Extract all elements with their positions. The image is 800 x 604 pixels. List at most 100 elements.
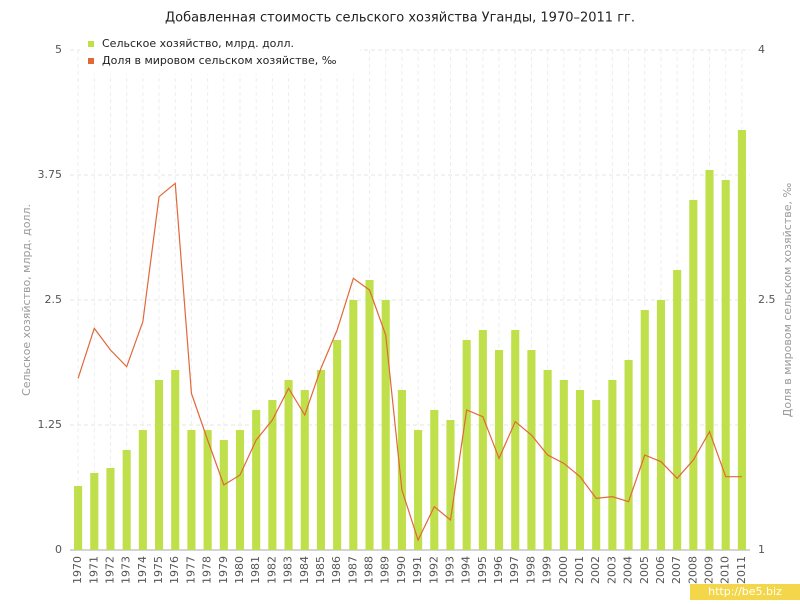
bar (656, 300, 665, 550)
y2-tick-label: 4 (758, 43, 765, 56)
x-tick-label: 1996 (492, 556, 505, 584)
x-tick-label: 2011 (735, 556, 748, 584)
bar (543, 370, 552, 550)
x-tick-label: 1993 (443, 556, 456, 584)
legend-label: Сельское хозяйство, млрд. долл. (102, 37, 294, 50)
x-tick-label: 2005 (638, 556, 651, 584)
x-tick-label: 2001 (573, 556, 586, 584)
x-tick-label: 2006 (654, 556, 667, 584)
x-tick-label: 1985 (314, 556, 327, 584)
x-tick-label: 1975 (152, 556, 165, 584)
x-tick-label: 2008 (686, 556, 699, 584)
bar (381, 300, 390, 550)
y2-axis-label: Доля в мировом сельском хозяйстве, ‰ (781, 183, 794, 418)
legend-box (80, 36, 360, 74)
x-tick-label: 1995 (476, 556, 489, 584)
watermark-box (690, 584, 800, 600)
watermark: http://be5.biz (708, 585, 782, 598)
bar (511, 330, 520, 550)
x-tick-label: 1999 (541, 556, 554, 584)
x-tick-label: 1984 (298, 556, 311, 584)
x-tick-label: 1983 (282, 556, 295, 584)
bar (673, 270, 682, 550)
x-tick-label: 2007 (670, 556, 683, 584)
x-tick-label: 1978 (201, 556, 214, 584)
bar (737, 130, 746, 550)
x-tick-label: 1976 (168, 556, 181, 584)
bar (349, 300, 358, 550)
x-tick-label: 1997 (508, 556, 521, 584)
y2-tick-label: 1 (758, 543, 765, 556)
bar (106, 468, 115, 550)
bar (138, 430, 147, 550)
bar (74, 486, 83, 550)
line (77, 182, 742, 542)
x-tick-label: 1971 (87, 556, 100, 584)
bar (705, 170, 714, 550)
bar (462, 340, 471, 550)
chart-title: Добавленная стоимость сельского хозяйств… (165, 11, 635, 26)
x-tick-label: 1992 (427, 556, 440, 584)
bar (90, 473, 99, 550)
bar (333, 340, 342, 550)
bar (365, 280, 374, 550)
bar (300, 390, 309, 550)
x-tick-label: 2003 (605, 556, 618, 584)
y2-tick-label: 2.5 (758, 293, 776, 306)
bar (235, 430, 245, 550)
bar (219, 440, 228, 550)
x-tick-label: 1982 (265, 556, 278, 584)
y-axis-label: Сельское хозяйство, млрд. долл. (20, 204, 33, 396)
bar (527, 350, 536, 550)
x-tick-label: 2009 (703, 556, 716, 584)
x-tick-label: 1973 (120, 556, 133, 584)
bar (414, 430, 423, 550)
x-tick-label: 1987 (346, 556, 359, 584)
x-tick-label: 2010 (719, 556, 732, 584)
y-tick-label: 5 (55, 43, 62, 56)
bar (559, 380, 568, 550)
bar (721, 180, 730, 550)
bar (268, 400, 277, 550)
bar (397, 390, 406, 550)
y-tick-label: 2.5 (45, 293, 63, 306)
bar (430, 410, 439, 550)
x-tick-label: 1998 (524, 556, 537, 584)
bar (624, 360, 633, 550)
y-tick-label: 3.75 (38, 168, 63, 181)
bar (155, 380, 164, 550)
x-tick-label: 2002 (589, 556, 602, 584)
y-tick-label: 0 (55, 543, 62, 556)
x-tick-label: 1970 (71, 556, 84, 584)
bar (689, 200, 698, 550)
bar (495, 350, 504, 550)
x-tick-label: 1980 (233, 556, 246, 584)
bar (252, 410, 261, 550)
bar (575, 390, 585, 550)
bar (478, 330, 487, 550)
bar (122, 450, 131, 550)
bar (446, 420, 455, 550)
x-tick-label: 1988 (363, 556, 376, 584)
legend-swatch (88, 58, 94, 64)
x-tick-label: 1979 (217, 556, 230, 584)
legend-swatch (88, 41, 94, 47)
bar (592, 400, 601, 550)
x-tick-label: 1972 (103, 556, 116, 584)
bar (284, 380, 293, 550)
x-tick-label: 1977 (184, 556, 197, 584)
x-tick-label: 2000 (557, 556, 570, 584)
bar (171, 370, 180, 550)
bar (187, 430, 196, 550)
x-tick-label: 1974 (136, 556, 149, 584)
x-tick-label: 1991 (411, 556, 424, 584)
x-tick-label: 1986 (330, 556, 343, 584)
x-tick-label: 2004 (622, 556, 635, 584)
bar (203, 430, 212, 550)
x-tick-label: 1981 (249, 556, 262, 584)
bar (640, 310, 649, 550)
x-tick-label: 1994 (460, 556, 473, 584)
bar (608, 380, 617, 550)
bar (316, 370, 325, 550)
